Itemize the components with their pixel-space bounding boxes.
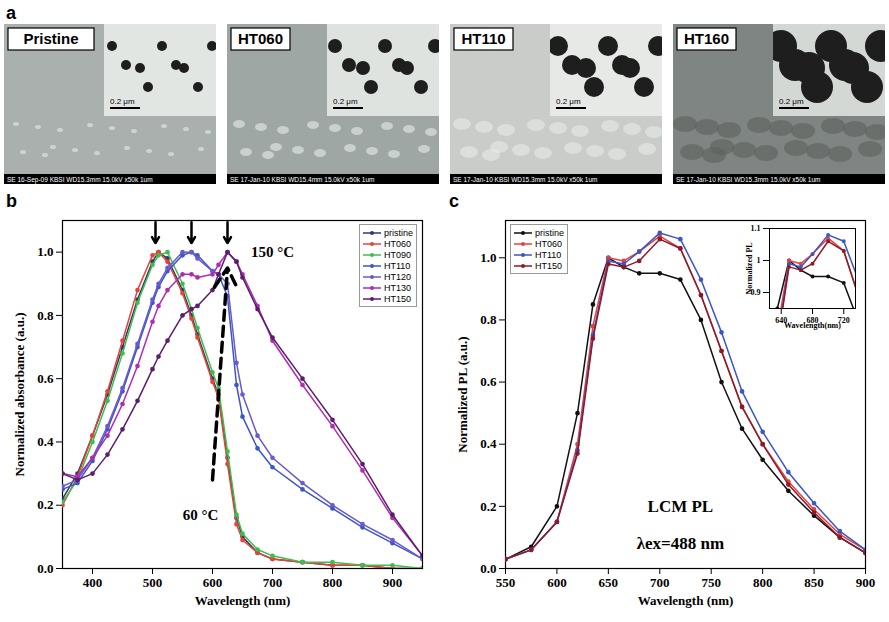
svg-text:Normalized PL: Normalized PL (745, 242, 754, 294)
html-text:HT060: HT060 (384, 238, 411, 249)
svg-text:0.4: 0.4 (37, 434, 54, 449)
html-text:HT150: HT150 (535, 260, 562, 271)
svg-text:Pristine: Pristine (23, 30, 78, 47)
svg-text:850: 850 (804, 575, 824, 590)
svg-text:500: 500 (143, 575, 163, 590)
html-text:HT110: HT110 (384, 260, 411, 271)
html-text:HT110: HT110 (535, 249, 562, 260)
svg-text:Normalized absorbance (a.u.): Normalized absorbance (a.u.) (12, 313, 27, 477)
svg-text:0.2 μm: 0.2 μm (556, 97, 581, 106)
svg-text:0.6: 0.6 (37, 371, 54, 386)
svg-text:HT160: HT160 (684, 30, 729, 47)
svg-text:900: 900 (383, 575, 403, 590)
svg-text:800: 800 (753, 575, 773, 590)
svg-text:HT060: HT060 (238, 30, 283, 47)
svg-text:Wavelength (nm): Wavelength (nm) (638, 593, 734, 608)
svg-text:λex=488 nm: λex=488 nm (637, 534, 724, 553)
svg-text:700: 700 (263, 575, 283, 590)
html-text:HT150: HT150 (384, 293, 411, 304)
svg-text:Wavelength(nm): Wavelength(nm) (784, 321, 841, 330)
svg-text:640: 640 (775, 316, 788, 326)
svg-text:SE 17-Jan-10 KBSI WD15.3mm 15.: SE 17-Jan-10 KBSI WD15.3mm 15.0kV x50k 1… (453, 176, 598, 183)
svg-text:720: 720 (837, 316, 850, 326)
svg-text:0.4: 0.4 (480, 436, 497, 451)
html-text:HT120: HT120 (384, 271, 411, 282)
svg-text:0.2 μm: 0.2 μm (110, 97, 135, 106)
html-text:pristine: pristine (535, 227, 564, 238)
svg-text:0.6: 0.6 (480, 374, 497, 389)
svg-text:60 °C: 60 °C (183, 507, 219, 523)
svg-text:0.8: 0.8 (37, 308, 54, 323)
svg-text:700: 700 (650, 575, 670, 590)
html-text:HT060: HT060 (535, 238, 562, 249)
svg-text:150 °C: 150 °C (251, 244, 294, 260)
svg-text:1.0: 1.0 (480, 250, 496, 265)
svg-text:400: 400 (83, 575, 103, 590)
svg-text:750: 750 (701, 575, 721, 590)
svg-text:1.0: 1.0 (37, 244, 53, 259)
svg-text:SE 17-Jan-10 KBSI WD15.3mm 15.: SE 17-Jan-10 KBSI WD15.3mm 15.0kV x50k 1… (676, 176, 821, 183)
svg-text:550: 550 (496, 575, 516, 590)
svg-text:Wavelength (nm): Wavelength (nm) (195, 593, 291, 608)
svg-text:0.8: 0.8 (480, 312, 497, 327)
svg-text:Normalized PL (a.u.): Normalized PL (a.u.) (455, 336, 470, 452)
svg-text:0.9: 0.9 (750, 288, 761, 298)
svg-text:0.2 μm: 0.2 μm (779, 97, 804, 106)
svg-text:650: 650 (599, 575, 619, 590)
html-text:HT090: HT090 (384, 249, 411, 260)
svg-text:0.2 μm: 0.2 μm (333, 97, 358, 106)
svg-text:SE 17-Jan-10 KBSI WD15.4mm 15.: SE 17-Jan-10 KBSI WD15.4mm 15.0kV x50k 1… (230, 176, 375, 183)
svg-text:0.0: 0.0 (480, 561, 496, 576)
html-text:HT130: HT130 (384, 282, 411, 293)
svg-text:0.2: 0.2 (37, 497, 53, 512)
svg-text:0.2: 0.2 (480, 499, 496, 514)
svg-text:a: a (6, 4, 17, 23)
svg-text:800: 800 (323, 575, 343, 590)
svg-text:1: 1 (757, 256, 761, 265)
html-text:pristine: pristine (384, 227, 413, 238)
svg-text:LCM PL: LCM PL (648, 497, 714, 516)
svg-text:600: 600 (547, 575, 567, 590)
svg-text:SE 16-Sep-09 KBSI WD15.3mm 15.: SE 16-Sep-09 KBSI WD15.3mm 15.0kV x50k 1… (7, 176, 153, 184)
html-text:c: c (449, 191, 459, 211)
svg-text:0.0: 0.0 (37, 561, 53, 576)
svg-text:HT110: HT110 (461, 30, 505, 47)
html-text:b: b (6, 191, 17, 211)
svg-text:900: 900 (856, 575, 876, 590)
svg-text:600: 600 (203, 575, 223, 590)
svg-text:1.1: 1.1 (751, 224, 761, 233)
